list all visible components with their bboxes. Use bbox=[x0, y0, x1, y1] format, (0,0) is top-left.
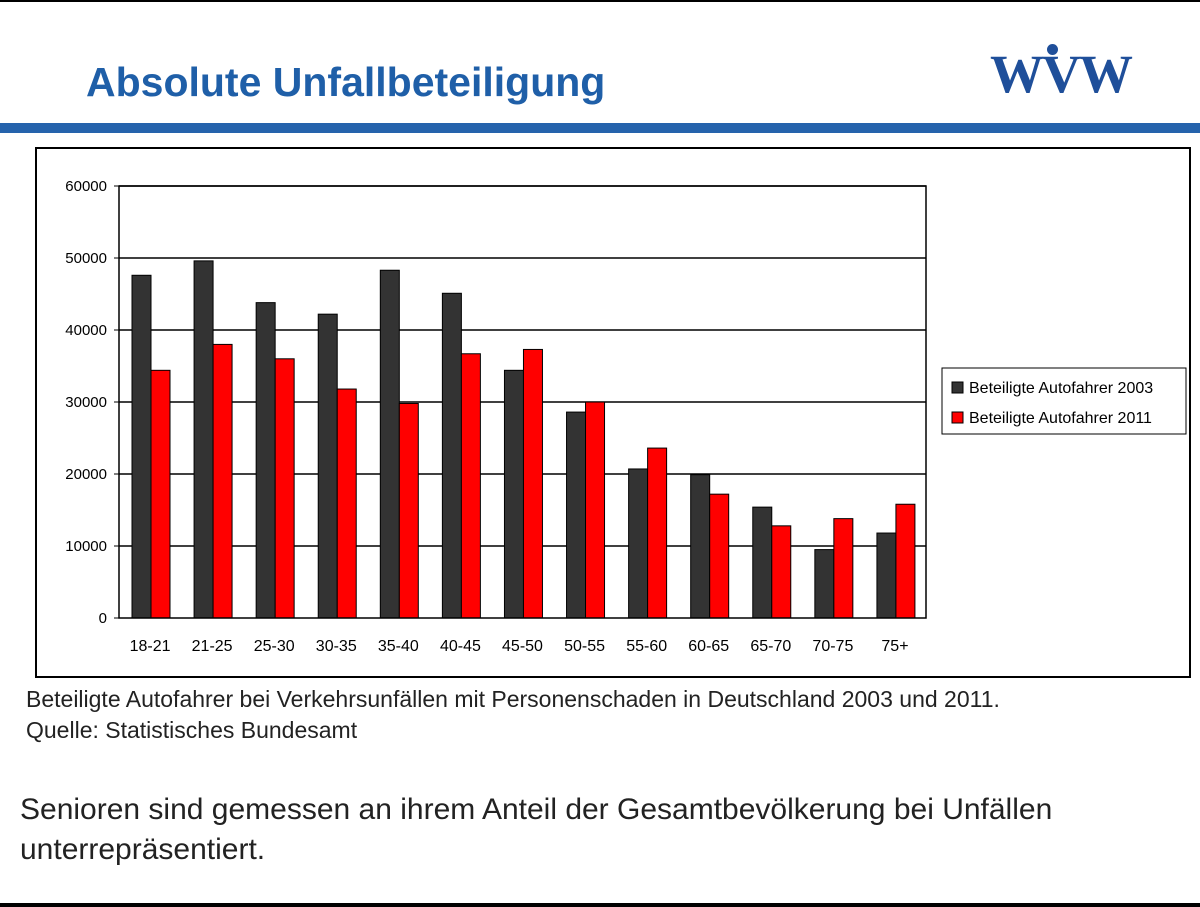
bar-2011 bbox=[709, 493, 730, 619]
wivw-logo: WVW bbox=[990, 44, 1133, 104]
y-tick-label: 20000 bbox=[65, 466, 107, 483]
bar-2003 bbox=[814, 549, 835, 619]
x-tick-label: 70-75 bbox=[812, 638, 853, 655]
legend-swatch-2003 bbox=[951, 381, 964, 394]
chart-caption: Beteiligte Autofahrer bei Verkehrsunfäll… bbox=[26, 684, 1186, 746]
x-tick-label: 45-50 bbox=[502, 638, 543, 655]
x-tick-label: 60-65 bbox=[688, 638, 729, 655]
top-border bbox=[0, 0, 1200, 2]
legend-label-2011: Beteiligte Autofahrer 2011 bbox=[969, 410, 1152, 427]
bar-2003 bbox=[690, 474, 711, 619]
y-tick-label: 10000 bbox=[65, 538, 107, 555]
bar-2011 bbox=[771, 525, 792, 619]
x-tick-label: 40-45 bbox=[440, 638, 481, 655]
bar-2011 bbox=[647, 447, 668, 619]
x-tick-label: 18-21 bbox=[130, 638, 171, 655]
x-tick-label: 50-55 bbox=[564, 638, 605, 655]
conclusion-text: Senioren sind gemessen an ihrem Anteil d… bbox=[20, 790, 1185, 870]
bar-2003 bbox=[193, 260, 214, 619]
bar-2003 bbox=[503, 369, 524, 619]
bar-2011 bbox=[522, 348, 543, 619]
bottom-border bbox=[0, 903, 1200, 907]
logo-dot-icon bbox=[1047, 44, 1058, 55]
bar-2011 bbox=[833, 518, 854, 619]
plot-border bbox=[118, 185, 927, 619]
bar-2011 bbox=[460, 353, 481, 619]
bar-2003 bbox=[441, 292, 462, 619]
bar-2003 bbox=[131, 274, 152, 619]
bar-2003 bbox=[255, 302, 276, 619]
bar-chart: 0 10000 20000 30000 40000 50000 60000 18-21 21-2… bbox=[65, 178, 1187, 655]
legend-swatch-2011 bbox=[951, 411, 964, 424]
caption-line-1: Beteiligte Autofahrer bei Verkehrsunfäll… bbox=[26, 686, 1000, 712]
bar-2003 bbox=[876, 532, 897, 619]
y-tick-label: 40000 bbox=[65, 322, 107, 339]
slide-title: Absolute Unfallbeteiligung bbox=[86, 59, 606, 105]
caption-source: Quelle: Statistisches Bundesamt bbox=[26, 717, 358, 743]
y-tick-label: 0 bbox=[99, 610, 107, 627]
x-tick-label: 75+ bbox=[881, 638, 908, 655]
bar-2011 bbox=[150, 369, 171, 619]
bar-2011 bbox=[895, 503, 916, 619]
bar-2011 bbox=[274, 358, 295, 619]
legend-box bbox=[941, 367, 1187, 435]
legend-label-2003: Beteiligte Autofahrer 2003 bbox=[969, 380, 1153, 397]
x-tick-label: 30-35 bbox=[316, 638, 357, 655]
bar-2011 bbox=[585, 401, 606, 619]
y-tick-label: 50000 bbox=[65, 250, 107, 267]
chart-frame: 0 10000 20000 30000 40000 50000 60000 18-21 21-2… bbox=[35, 147, 1191, 678]
conclusion-line-2: unterrepräsentiert. bbox=[20, 833, 266, 866]
bar-2003 bbox=[628, 468, 649, 619]
bar-2011 bbox=[336, 388, 357, 619]
bar-2003 bbox=[379, 269, 400, 619]
conclusion-line-1: Senioren sind gemessen an ihrem Anteil d… bbox=[20, 793, 1053, 826]
x-tick-label: 21-25 bbox=[192, 638, 233, 655]
bar-2011 bbox=[212, 343, 233, 619]
x-tick-label: 25-30 bbox=[254, 638, 295, 655]
x-tick-label: 35-40 bbox=[378, 638, 419, 655]
bar-2003 bbox=[752, 506, 773, 619]
x-tick-label: 55-60 bbox=[626, 638, 667, 655]
bar-2011 bbox=[398, 402, 419, 619]
x-tick-label: 65-70 bbox=[750, 638, 791, 655]
bar-2003 bbox=[566, 411, 587, 619]
y-tick-label: 60000 bbox=[65, 178, 107, 195]
y-tick-label: 30000 bbox=[65, 394, 107, 411]
title-rule bbox=[0, 123, 1200, 133]
bar-2003 bbox=[317, 313, 338, 619]
